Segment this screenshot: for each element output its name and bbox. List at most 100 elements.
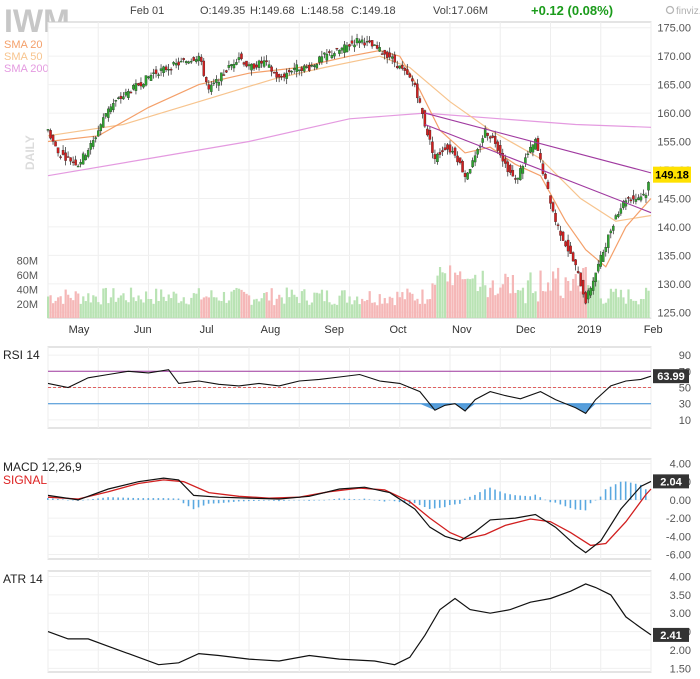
rsi-panel: 103050709063.99 [47, 346, 691, 429]
macd-histogram-bar [519, 495, 521, 500]
volume-bar [230, 291, 233, 318]
macd-histogram-bar [438, 499, 441, 508]
volume-bar [459, 271, 462, 318]
volume-bar [197, 288, 200, 318]
candle-down [576, 271, 580, 274]
volume-bar [486, 297, 489, 318]
candle-up [451, 151, 454, 153]
volume-bar [215, 297, 218, 318]
volume-bar [270, 288, 273, 318]
candle-up [149, 75, 153, 81]
volume-bar [554, 278, 557, 318]
macd-histogram-bar [418, 499, 421, 506]
volume-bar [172, 291, 175, 318]
macd-histogram-bar [599, 496, 602, 500]
candle-up [642, 193, 645, 196]
macd-histogram-bar [248, 499, 250, 502]
volume-bar [250, 304, 253, 318]
macd-histogram-bar [544, 499, 547, 501]
volume-bar [381, 303, 384, 318]
macd-histogram-bar [172, 498, 175, 500]
candle-up [257, 60, 261, 68]
candle-down [260, 60, 263, 64]
volume-bar [253, 299, 256, 318]
volume-bar [343, 290, 346, 318]
volume-bar [373, 302, 376, 318]
volume-bar [74, 291, 77, 318]
macd-histogram-bar [217, 499, 220, 504]
macd-histogram-bar [207, 499, 210, 504]
macd-histogram-bar [373, 499, 376, 501]
candle-up [614, 215, 618, 220]
candle-down [375, 45, 379, 49]
rsi-oversold-fill [48, 403, 651, 414]
candle-down [54, 141, 57, 147]
candle-down [139, 82, 143, 87]
volume-bar [602, 303, 605, 318]
volume-bar [160, 289, 163, 318]
candle-up [210, 84, 213, 92]
macd-histogram-bar [92, 499, 94, 500]
candle-up [114, 100, 118, 102]
x-axis-label: Aug [261, 324, 281, 336]
candle-up [343, 44, 346, 53]
macd-histogram-bar [464, 498, 466, 500]
volume-bar [94, 296, 97, 318]
candle-down [448, 144, 452, 153]
rsi-line [47, 369, 652, 415]
volume-bar [514, 292, 517, 318]
candle-up [521, 166, 525, 174]
candle-up [122, 96, 125, 100]
candle-up [313, 65, 316, 67]
volume-bar [190, 297, 193, 318]
volume-bar [303, 289, 306, 318]
candle-down [561, 231, 565, 241]
header-volume: Vol:17.06M [433, 5, 488, 17]
candle-down [536, 137, 540, 151]
volume-bar [511, 275, 515, 318]
candle-up [147, 76, 150, 79]
macd-histogram-bar [479, 492, 481, 500]
volume-bar [454, 272, 457, 318]
volume-bar [446, 281, 449, 318]
macd-histogram-bar [514, 495, 516, 500]
candle-down [423, 110, 427, 127]
candle-up [468, 169, 472, 174]
candle-down [541, 163, 545, 175]
macd-histogram-bar [62, 499, 64, 500]
candle-down [225, 70, 228, 73]
volume-bar [333, 303, 336, 318]
candle-down [56, 147, 60, 154]
x-axis-label: 2019 [577, 324, 601, 336]
volume-bar [526, 280, 530, 318]
volume-bar [165, 301, 168, 318]
volume-bar [639, 298, 643, 318]
macd-histogram-bar [288, 499, 290, 501]
volume-bar [599, 298, 602, 318]
macd-histogram-bar [614, 484, 617, 500]
price-y-tick: 130.00 [657, 279, 691, 291]
volume-bar [313, 292, 316, 318]
candle-up [179, 60, 183, 63]
trendline [424, 112, 652, 174]
candle-down [119, 95, 123, 99]
candle-up [647, 182, 650, 191]
header-high: H:149.68 [250, 5, 295, 17]
volume-bar [401, 292, 404, 318]
volume-bar [559, 295, 562, 318]
candle-down [265, 60, 268, 62]
volume-bar [408, 292, 411, 318]
macd-histogram-bar [459, 499, 461, 504]
macd-histogram-bar [569, 499, 572, 509]
macd-histogram-bar [82, 499, 84, 501]
volume-bar [534, 291, 537, 318]
x-axis-label: Jun [134, 324, 152, 336]
volume-bar [345, 302, 349, 318]
rsi-y-tick: 50 [679, 383, 691, 395]
macd-histogram-bar [489, 487, 491, 500]
volume-bar [644, 287, 648, 318]
candle-up [330, 55, 334, 59]
candle-up [76, 165, 80, 168]
volume-bar [97, 302, 100, 318]
macd-histogram-bar [222, 499, 225, 503]
